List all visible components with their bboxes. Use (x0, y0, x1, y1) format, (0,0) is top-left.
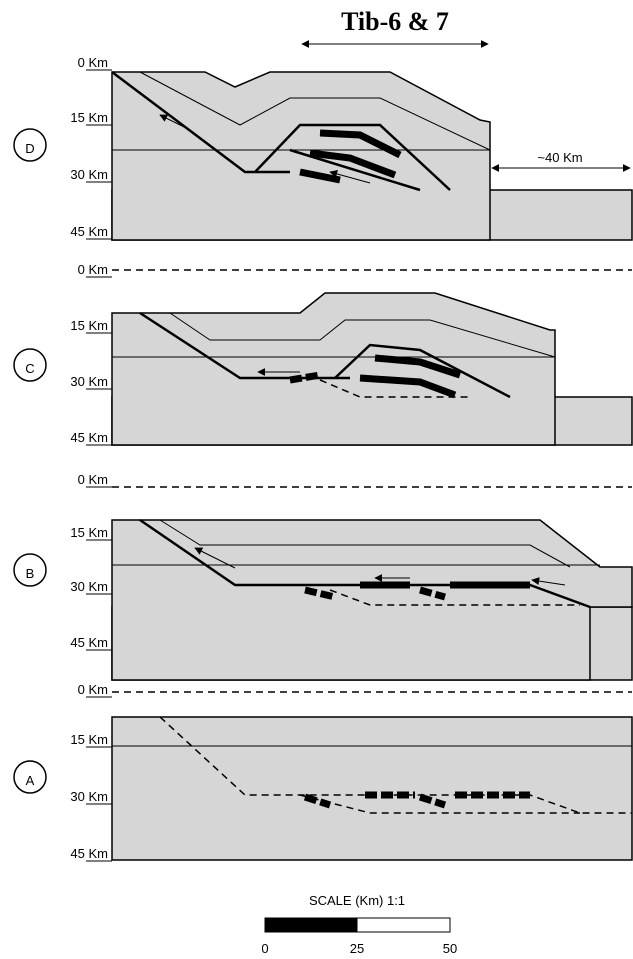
depth-label: 30 Km (70, 374, 108, 389)
fault (319, 379, 470, 398)
scale-tick-label: 0 (261, 941, 268, 956)
panel-label: C (25, 361, 34, 376)
depth-label: 30 Km (70, 579, 108, 594)
scale-bar (356, 917, 451, 933)
panel-label: A (26, 773, 35, 788)
arrow (329, 170, 371, 184)
depth-label: 30 Km (70, 167, 108, 182)
scale-bar (264, 917, 358, 933)
scale-title: SCALE (Km) 1:1 (309, 893, 405, 908)
panel-circle (13, 760, 47, 794)
panel-b (111, 486, 633, 681)
depth-label: 30 Km (70, 789, 108, 804)
thrust-sheet (111, 519, 633, 681)
fault (111, 71, 290, 174)
scale-tick-label: 25 (350, 941, 364, 956)
block (359, 374, 457, 399)
arrow (531, 577, 566, 586)
block (319, 129, 402, 159)
depth-label: 15 Km (70, 110, 108, 125)
fault (329, 589, 580, 606)
thrust-sheet (111, 71, 491, 241)
depth-label: 0 Km (78, 55, 108, 70)
panel-label: D (25, 141, 34, 156)
panel-d: ~40 Km (111, 71, 633, 241)
depth-label: 0 Km (78, 472, 108, 487)
arrow (194, 547, 236, 569)
panel-circle (13, 128, 47, 162)
block (304, 586, 446, 601)
block (299, 168, 341, 184)
depth-label: 45 Km (70, 430, 108, 445)
panel-c (111, 269, 633, 446)
depth-label: 15 Km (70, 732, 108, 747)
scale-tick-label: 50 (443, 941, 457, 956)
depth-label: 0 Km (78, 262, 108, 277)
thrust-sheet (111, 292, 556, 446)
panel-circle (13, 348, 47, 382)
block (289, 371, 321, 384)
crust (111, 716, 633, 861)
arrow (159, 114, 191, 131)
depth-label: 45 Km (70, 846, 108, 861)
fault (334, 343, 511, 399)
depth-label: 45 Km (70, 224, 108, 239)
annotation: ~40 Km (537, 150, 582, 165)
panel-label: B (26, 566, 35, 581)
depth-label: 15 Km (70, 525, 108, 540)
block (374, 354, 462, 379)
horizon (139, 71, 491, 151)
horizon (159, 519, 571, 568)
block (309, 149, 397, 179)
depth-label: 15 Km (70, 318, 108, 333)
depth-label: 45 Km (70, 635, 108, 650)
horizon (169, 312, 556, 358)
block (303, 793, 447, 809)
panel-circle (13, 553, 47, 587)
fault (254, 123, 451, 191)
panel-a (111, 691, 633, 861)
title: Tib-6 & 7 (341, 7, 449, 36)
depth-label: 0 Km (78, 682, 108, 697)
